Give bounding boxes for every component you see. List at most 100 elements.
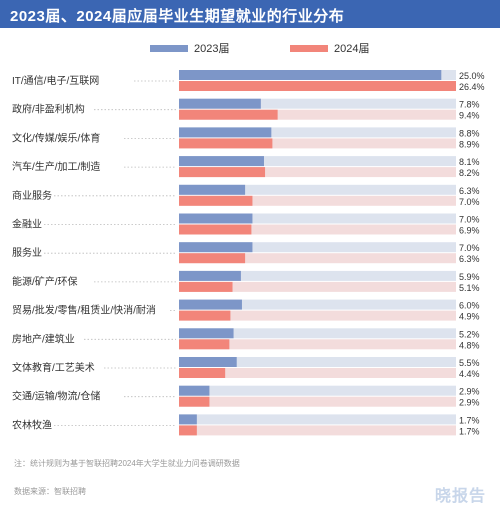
value-label-2024: 2.9%: [459, 398, 480, 408]
bar-2024: [179, 281, 233, 292]
value-label-2024: 1.7%: [459, 426, 480, 436]
value-label-2023: 8.8%: [459, 128, 480, 138]
category-label: 农林牧渔: [12, 418, 52, 431]
bar-2024: [179, 167, 266, 178]
category-label: 能源/矿产/环保: [12, 275, 78, 288]
legend-swatch-2024: [290, 44, 328, 52]
track-2024: [179, 310, 456, 321]
bar-2024: [179, 425, 197, 436]
value-label-2023: 5.2%: [459, 329, 480, 339]
legend-item-2023: 2023届: [150, 42, 230, 55]
category-label: 贸易/批发/零售/租赁业/快消/耐消: [12, 304, 156, 317]
bar-2024: [179, 109, 278, 120]
track-2024: [179, 253, 456, 264]
track-2023: [179, 98, 456, 109]
bar-2023: [179, 242, 253, 253]
value-label-2023: 25.0%: [459, 71, 485, 81]
track-2023: [179, 385, 456, 396]
value-label-2023: 5.9%: [459, 272, 480, 282]
value-label-2024: 4.8%: [459, 340, 480, 350]
category-label: 政府/非盈利机构: [12, 103, 85, 116]
track-2023: [179, 242, 456, 253]
category-label: IT/通信/电子/互联网: [12, 74, 99, 87]
track-2023: [179, 414, 456, 425]
bar-2023: [179, 414, 197, 425]
bar-chart: IT/通信/电子/互联网 25.0%26.4% 政府/非盈利机构 7.8%9.4% 文化…: [12, 70, 485, 436]
legend-label-2023: 2023届: [194, 43, 230, 55]
bar-2023: [179, 328, 234, 339]
bar-2024: [179, 339, 230, 350]
bar-2024: [179, 396, 210, 407]
data-source: 数据来源：智联招聘: [14, 487, 86, 496]
category-label: 文化/传媒/娱乐/体育: [12, 131, 100, 144]
value-label-2023: 6.0%: [459, 301, 480, 311]
value-label-2024: 26.4%: [459, 82, 485, 92]
track-2023: [179, 156, 456, 167]
value-label-2023: 2.9%: [459, 387, 480, 397]
brand-logo: 晓报告: [434, 488, 486, 505]
value-label-2023: 6.3%: [459, 186, 480, 196]
value-label-2023: 7.0%: [459, 243, 480, 253]
value-label-2024: 6.9%: [459, 226, 480, 236]
value-label-2024: 9.4%: [459, 111, 480, 121]
value-label-2023: 1.7%: [459, 415, 480, 425]
value-label-2024: 4.4%: [459, 369, 480, 379]
bar-2023: [179, 127, 272, 138]
category-label: 房地产/建筑业: [12, 332, 75, 345]
value-label-2023: 8.1%: [459, 157, 480, 167]
track-2023: [179, 357, 456, 367]
bar-2023: [179, 213, 253, 224]
bar-2024: [179, 310, 231, 321]
track-2024: [179, 425, 456, 436]
track-2024: [179, 396, 456, 407]
value-label-2024: 6.3%: [459, 254, 480, 264]
value-label-2024: 8.9%: [459, 139, 480, 149]
category-label: 汽车/生产/加工/制造: [12, 160, 100, 173]
track-2024: [179, 368, 456, 378]
bar-2023: [179, 70, 442, 80]
legend-swatch-2023: [150, 44, 188, 52]
track-2023: [179, 213, 456, 224]
bar-2023: [179, 270, 241, 281]
title-bar: 2023届、2024届应届毕业生期望就业的行业分布: [0, 0, 500, 28]
value-label-2023: 7.0%: [459, 215, 480, 225]
track-2024: [179, 339, 456, 350]
bar-2023: [179, 184, 246, 195]
bar-2024: [179, 253, 246, 264]
track-2023: [179, 328, 456, 339]
value-label-2024: 5.1%: [459, 283, 480, 293]
track-2023: [179, 270, 456, 281]
track-2024: [179, 167, 456, 178]
track-2023: [179, 184, 456, 195]
legend-item-2024: 2024届: [290, 42, 370, 55]
track-2024: [179, 195, 456, 206]
category-label: 商业服务: [12, 189, 52, 202]
bar-2023: [179, 357, 237, 367]
bar-2023: [179, 156, 264, 167]
track-2024: [179, 109, 456, 120]
value-label-2024: 4.9%: [459, 312, 480, 322]
bar-2024: [179, 138, 273, 149]
track-2023: [179, 299, 456, 310]
bar-2024: [179, 368, 226, 378]
bar-2024: [179, 81, 456, 91]
category-label: 文体教育/工艺美术: [12, 361, 95, 374]
legend-label-2024: 2024届: [334, 43, 370, 55]
track-2024: [179, 224, 456, 235]
bar-2023: [179, 385, 210, 396]
footnote: 注：统计规则为基于智联招聘2024年大学生就业力问卷调研数据: [14, 459, 240, 468]
bar-2024: [179, 195, 253, 206]
category-label: 交通/运输/物流/仓储: [12, 390, 100, 403]
bar-2024: [179, 224, 252, 235]
track-2023: [179, 127, 456, 138]
track-2024: [179, 281, 456, 292]
category-label: 服务业: [12, 246, 42, 259]
bar-2023: [179, 299, 242, 310]
track-2024: [179, 138, 456, 149]
value-label-2023: 5.5%: [459, 358, 480, 368]
value-label-2024: 8.2%: [459, 168, 480, 178]
category-label: 金融业: [12, 218, 42, 231]
value-label-2023: 7.8%: [459, 100, 480, 110]
value-label-2024: 7.0%: [459, 197, 480, 207]
